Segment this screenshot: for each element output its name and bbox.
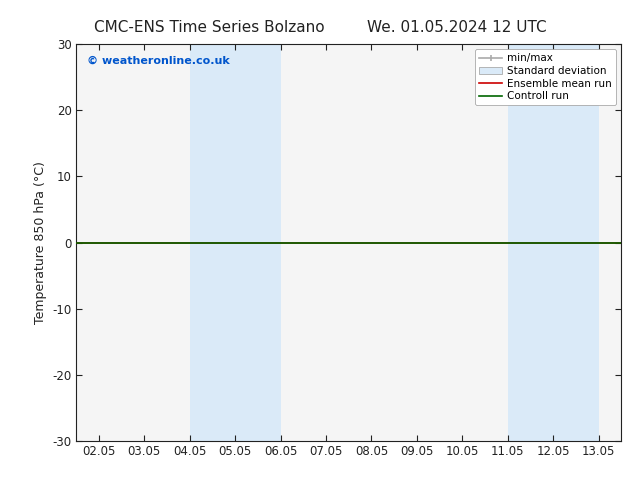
Bar: [190, 44, 280, 441]
Text: © weatheronline.co.uk: © weatheronline.co.uk: [87, 56, 230, 66]
Legend: min/max, Standard deviation, Ensemble mean run, Controll run: min/max, Standard deviation, Ensemble me…: [475, 49, 616, 105]
Y-axis label: Temperature 850 hPa (°C): Temperature 850 hPa (°C): [34, 161, 47, 324]
Text: We. 01.05.2024 12 UTC: We. 01.05.2024 12 UTC: [366, 20, 547, 35]
Bar: [508, 44, 598, 441]
Text: CMC-ENS Time Series Bolzano: CMC-ENS Time Series Bolzano: [94, 20, 325, 35]
